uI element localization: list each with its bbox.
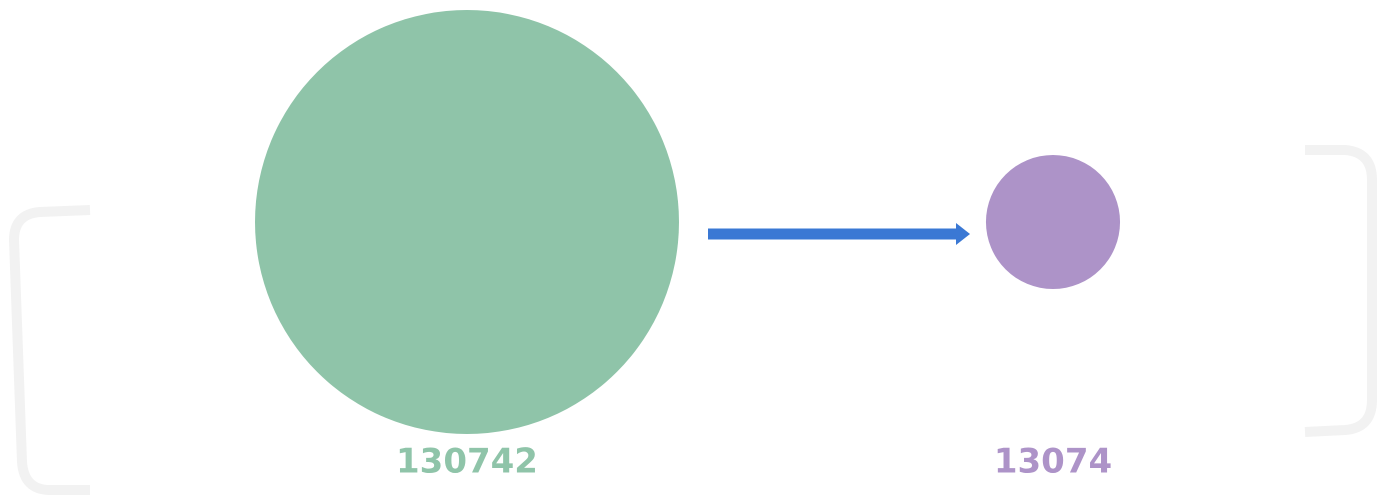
arrow-head [956,223,970,245]
node-circle [985,154,1121,290]
background-frame [1304,145,1377,437]
background-frame [8,205,91,495]
node-circle [255,10,679,434]
node-label: 13074 [994,442,1112,482]
node-label: 130742 [396,442,538,482]
